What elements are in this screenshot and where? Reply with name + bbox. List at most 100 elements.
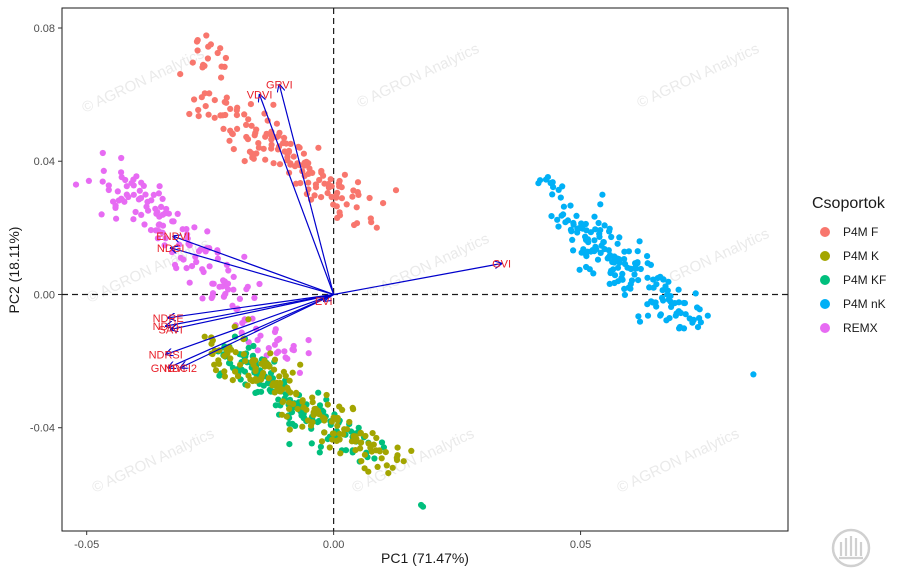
data-point (251, 294, 258, 301)
data-point (229, 377, 236, 384)
data-point (346, 418, 353, 426)
data-point (282, 372, 289, 380)
data-point (99, 149, 106, 157)
data-point (554, 216, 561, 223)
data-point (315, 389, 322, 396)
data-point (209, 293, 216, 300)
loading-endvi: ENDVI (156, 231, 334, 296)
loading-arrow (333, 264, 502, 296)
loading-label: NDGI (157, 243, 185, 255)
data-point (320, 172, 327, 179)
data-point (549, 191, 556, 198)
data-point (209, 350, 216, 358)
data-point (361, 465, 368, 472)
data-point (195, 113, 202, 120)
data-point (283, 413, 290, 420)
data-point (245, 116, 252, 123)
data-point (136, 187, 143, 194)
data-point (385, 470, 392, 477)
data-point (636, 238, 643, 245)
data-point (222, 54, 229, 62)
data-point (690, 316, 697, 323)
data-point (159, 229, 166, 236)
data-point (591, 213, 598, 220)
data-point (300, 150, 307, 157)
loading-arrow (171, 293, 334, 329)
data-point (675, 286, 682, 293)
loading-arrow (168, 293, 334, 367)
data-point (619, 276, 626, 283)
data-point (308, 440, 315, 447)
data-point (336, 177, 343, 185)
data-point (253, 150, 260, 157)
data-point (393, 456, 401, 464)
loading-arrow (260, 95, 335, 295)
y-tick-label: -0.04 (30, 423, 55, 435)
data-point (310, 409, 317, 416)
data-point (221, 368, 228, 375)
data-point (637, 265, 644, 273)
data-point (206, 90, 213, 97)
loading-arrow (171, 248, 334, 296)
data-point (296, 144, 303, 151)
data-point (286, 420, 293, 427)
data-point (186, 279, 193, 286)
data-point (597, 227, 604, 234)
data-point (557, 194, 564, 201)
data-point (337, 450, 344, 457)
data-point (333, 192, 340, 199)
data-point (299, 397, 306, 404)
data-point (361, 451, 368, 458)
data-point (118, 154, 125, 162)
data-point (358, 458, 365, 465)
data-point (301, 159, 308, 166)
data-point (226, 137, 233, 144)
x-axis-title: PC1 (71.47%) (381, 550, 469, 566)
data-point (318, 194, 325, 201)
data-point (343, 201, 350, 208)
legend-swatch (820, 251, 830, 261)
data-point (418, 501, 425, 509)
data-point (203, 32, 210, 39)
data-point (574, 229, 581, 236)
data-point (600, 239, 607, 246)
data-point (631, 271, 638, 278)
loading-label: GRVI (266, 80, 293, 92)
data-point (220, 125, 227, 132)
data-point (232, 349, 239, 356)
data-point (193, 258, 200, 266)
data-point (130, 216, 137, 223)
data-point (230, 146, 237, 153)
data-point (156, 213, 163, 220)
plot-panel (61, 7, 789, 532)
data-point (233, 107, 240, 114)
data-point (324, 190, 331, 197)
data-point (606, 228, 613, 235)
data-point (635, 277, 642, 284)
loading-label: EVI (315, 296, 333, 308)
data-point (616, 259, 623, 266)
data-point (621, 285, 628, 292)
legend-swatch (820, 275, 830, 285)
data-point (660, 297, 667, 304)
data-point (218, 74, 225, 81)
data-point (591, 237, 598, 244)
loading-label: GVI (492, 259, 511, 271)
data-point (233, 112, 240, 119)
data-point (249, 357, 257, 364)
legend: Csoportok P4M F P4M K P4M KF P4M nK REMX (812, 195, 886, 335)
data-point (644, 253, 651, 260)
data-point (159, 195, 166, 202)
data-point (555, 223, 562, 230)
data-point (130, 176, 137, 183)
data-point (334, 414, 341, 422)
data-point (373, 224, 380, 231)
watermark-text: © AGRON Analytics (89, 425, 217, 497)
data-point (177, 254, 184, 261)
data-point (382, 449, 389, 456)
data-point (627, 285, 634, 292)
data-point (628, 266, 635, 273)
data-point (247, 101, 254, 108)
loading-arrow (324, 294, 334, 301)
data-point (216, 360, 223, 367)
